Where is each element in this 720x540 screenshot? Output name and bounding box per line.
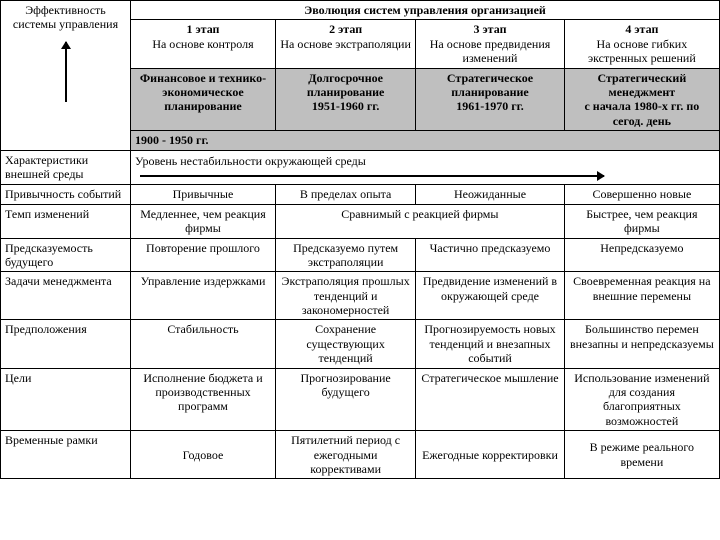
- cell-pred-3: Частично предсказуемо: [416, 238, 564, 272]
- row-header-pred: Предсказуемость будущего: [1, 238, 131, 272]
- cell-celi-3: Стратегическое мышление: [416, 368, 564, 431]
- row-header-predp: Предположения: [1, 320, 131, 368]
- stage1-plan: Финансовое и технико-экономическое плани…: [135, 71, 271, 114]
- stage3-label: 3 этап: [420, 22, 559, 36]
- cell-celi-4: Использование изменений для создания бла…: [564, 368, 719, 431]
- stage3-plan: Стратегическое планирование: [420, 71, 559, 100]
- cell-temp-1: Медленнее, чем реакция фирмы: [131, 204, 276, 238]
- cell-vrem-3: Ежегодные корректировки: [416, 431, 564, 479]
- cell-temp-23: Сравнимый с реакцией фирмы: [275, 204, 564, 238]
- cell-predp-4: Большинство перемен внезапны и непредска…: [564, 320, 719, 368]
- row-header-zad: Задачи менеджмента: [1, 272, 131, 320]
- cell-zad-3: Предвидение изменений в окружающей среде: [416, 272, 564, 320]
- cell-zad-2: Экстраполяция прошлых тенденций и законо…: [275, 272, 415, 320]
- cell-priv-1: Привычные: [131, 185, 276, 204]
- cell-celi-1: Исполнение бюджета и производственных пр…: [131, 368, 276, 431]
- cell-zad-4: Своевременная реакция на внешние перемен…: [564, 272, 719, 320]
- cell-predp-3: Прогнозируемость новых тенденций и внеза…: [416, 320, 564, 368]
- stage2-years: 1951-1960 гг.: [280, 99, 411, 113]
- row-header-temp: Темп изменений: [1, 204, 131, 238]
- stage1-basis: На основе контроля: [135, 37, 271, 51]
- stage4-basis: На основе гибких экстренных решений: [569, 37, 715, 66]
- row-header-priv: Привычность событий: [1, 185, 131, 204]
- arrow-right-icon: [140, 175, 604, 177]
- stage1-years: 1900 - 1950 гг.: [131, 131, 720, 150]
- evolution-table: Эффективность системы управления Эволюци…: [0, 0, 720, 479]
- row-header-celi: Цели: [1, 368, 131, 431]
- cell-pred-1: Повторение прошлого: [131, 238, 276, 272]
- cell-celi-2: Прогнозирование будущего: [275, 368, 415, 431]
- row-header-char: Характеристики внешней среды: [1, 150, 131, 185]
- cell-zad-1: Управление издержками: [131, 272, 276, 320]
- cell-vrem-1: Годовое: [131, 431, 276, 479]
- cell-temp-4: Быстрее, чем реакция фирмы: [564, 204, 719, 238]
- stage4-years: с начала 1980-х гг. по сегод. день: [569, 99, 715, 128]
- row-header-effectiveness: Эффективность системы управления: [5, 3, 126, 32]
- stage3-years: 1961-1970 гг.: [420, 99, 559, 113]
- cell-predp-1: Стабильность: [131, 320, 276, 368]
- stage2-basis: На основе экстраполяции: [280, 37, 411, 51]
- cell-pred-4: Непредсказуемо: [564, 238, 719, 272]
- arrow-up-icon: [65, 42, 67, 102]
- stage1-label: 1 этап: [135, 22, 271, 36]
- stage4-plan: Стратегический менеджмент: [569, 71, 715, 100]
- cell-vrem-4: В режиме реального времени: [564, 431, 719, 479]
- cell-priv-2: В пределах опыта: [275, 185, 415, 204]
- cell-priv-4: Совершенно новые: [564, 185, 719, 204]
- cell-vrem-2: Пятилетний период с ежегодными корректив…: [275, 431, 415, 479]
- table-title: Эволюция систем управления организацией: [131, 1, 720, 20]
- stage2-plan: Долгосрочное планирование: [280, 71, 411, 100]
- env-row: Уровень нестабильности окружающей среды: [131, 150, 720, 185]
- stage2-label: 2 этап: [280, 22, 411, 36]
- env-label: Уровень нестабильности окружающей среды: [135, 154, 366, 168]
- cell-priv-3: Неожиданные: [416, 185, 564, 204]
- cell-predp-2: Сохранение существующих тенденций: [275, 320, 415, 368]
- stage3-basis: На основе предвидения изменений: [420, 37, 559, 66]
- cell-pred-2: Предсказуемо путем экстраполяции: [275, 238, 415, 272]
- row-header-vrem: Временные рамки: [1, 431, 131, 479]
- stage4-label: 4 этап: [569, 22, 715, 36]
